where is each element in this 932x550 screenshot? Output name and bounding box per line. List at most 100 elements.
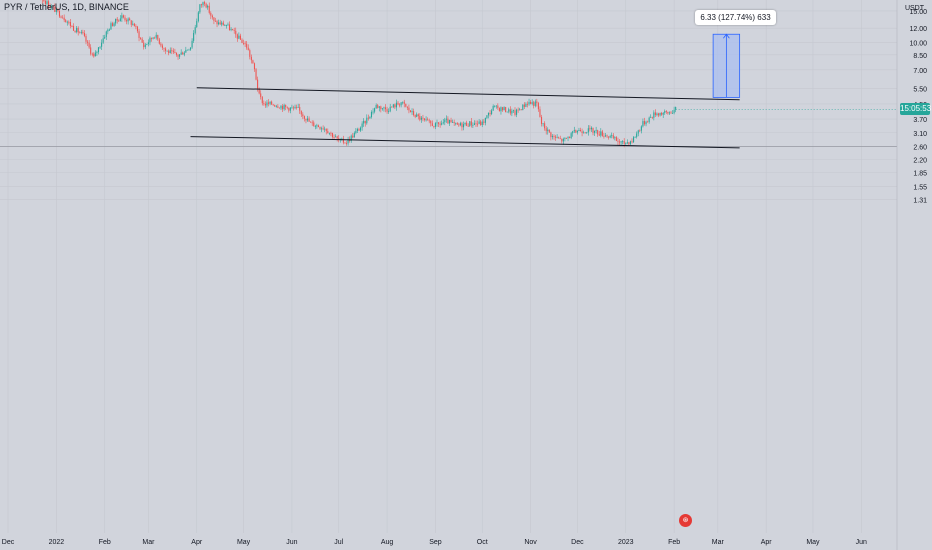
candle-body (68, 21, 70, 23)
price-range-measure[interactable] (712, 33, 741, 98)
y-tick-label: 3.70 (913, 117, 927, 124)
candle-body (241, 39, 243, 44)
candle-body (260, 93, 262, 98)
candle-body (395, 102, 397, 108)
candle-body (573, 130, 575, 132)
candle-body (530, 101, 532, 104)
current-price-tag: 15:05:53 (900, 103, 932, 116)
y-tick-label: 12.00 (909, 26, 927, 33)
candle-body (598, 134, 600, 136)
candle-body (91, 53, 93, 55)
candle-body (62, 17, 64, 19)
candle-body (651, 116, 653, 118)
candle-body (74, 30, 76, 32)
candle-body (127, 18, 129, 22)
candle-body (501, 107, 504, 111)
price-axis[interactable]: 50.0042.0034.0028.0022.0018.0015.0012.00… (896, 0, 927, 550)
candle-body (413, 111, 415, 116)
candle-body (133, 23, 135, 27)
candle-body (115, 18, 117, 24)
candle-body (97, 47, 100, 53)
candle-body (470, 121, 472, 126)
y-tick-label: 1.85 (913, 171, 927, 178)
candle-body (140, 37, 142, 39)
candle-body (447, 118, 449, 124)
candle-body (211, 15, 213, 18)
x-tick-label: Aug (381, 539, 394, 546)
candle-body (232, 29, 234, 31)
candle-body (63, 17, 65, 21)
candle-body (269, 101, 271, 104)
candle-body (90, 47, 92, 54)
candle-body (626, 142, 628, 144)
candle-body (578, 130, 580, 132)
candle-body (277, 106, 279, 108)
candle-body (434, 123, 436, 127)
candle-body (397, 102, 399, 105)
candle-body (369, 117, 371, 119)
candle-body (171, 50, 173, 52)
candle-body (244, 43, 246, 45)
candle-body (394, 104, 396, 108)
y-tick-label: 18.00 (909, 0, 927, 2)
candle-body (188, 49, 190, 51)
candle-body (60, 16, 62, 18)
candle-body (319, 126, 321, 129)
candle-body (533, 102, 535, 106)
candle-body (611, 135, 613, 137)
candle-body (516, 109, 518, 115)
candle-body (266, 102, 268, 106)
candle-body (297, 107, 299, 108)
candle-body (300, 110, 302, 115)
y-tick-label: 1.31 (913, 197, 927, 204)
candle-body (239, 35, 241, 40)
candle-body (272, 104, 274, 106)
candle-body (406, 106, 408, 108)
candle-body (583, 132, 585, 134)
horizontal-lines (0, 145, 897, 147)
candle-body (363, 120, 365, 124)
candle-body (169, 50, 171, 54)
candle-body (594, 130, 596, 133)
candle-body (126, 20, 128, 22)
candle-body (191, 40, 193, 48)
candle-body (110, 23, 112, 30)
y-tick-label: 2.60 (913, 144, 927, 151)
chart-title: PYR / TetherUS, 1D, BINANCE (4, 2, 129, 12)
candle-body (174, 52, 176, 53)
candle-body (291, 107, 293, 109)
x-tick-label: Jul (334, 539, 343, 546)
candle-body (634, 136, 636, 138)
time-axis[interactable]: Dec 2022 Feb Mar Apr May Jun Jul Aug Sep Oct Nov Dec… (2, 539, 867, 546)
candle-body (494, 105, 496, 107)
candle-body (486, 115, 488, 118)
candle-body (511, 110, 513, 114)
candle-body (645, 121, 647, 125)
x-tick-label: Apr (191, 539, 203, 546)
candle-body (428, 120, 430, 122)
candle-body (280, 105, 282, 109)
candle-body (442, 122, 444, 124)
candle-body (119, 18, 121, 22)
candle-body (288, 107, 290, 111)
chart-grid (0, 0, 897, 533)
candle-body (523, 104, 525, 107)
candle-body (581, 131, 583, 134)
candle-body (144, 44, 146, 48)
candle-body (130, 20, 132, 25)
candle-body (347, 139, 349, 144)
candle-body (608, 136, 610, 138)
candle-body (316, 125, 318, 127)
trendlines[interactable] (190, 87, 740, 149)
tradingview-logo-icon[interactable]: ⊛ (679, 514, 692, 527)
candle-body (399, 104, 401, 106)
candle-body (551, 136, 553, 138)
candle-body (135, 26, 137, 27)
candle-body (118, 20, 120, 22)
candle-body (172, 50, 174, 53)
candle-body (289, 107, 291, 111)
candle-body (417, 114, 419, 117)
candle-body (575, 130, 577, 133)
candle-body (509, 109, 511, 114)
